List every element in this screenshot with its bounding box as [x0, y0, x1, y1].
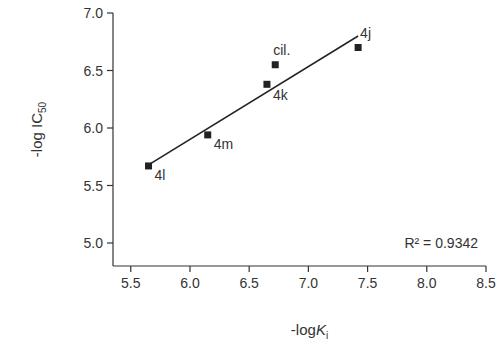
y-tick-label: 6.5	[84, 63, 104, 79]
x-tick	[189, 266, 190, 272]
x-tick	[308, 266, 309, 272]
x-axis-label: -logKi	[291, 321, 328, 341]
x-axis	[113, 265, 486, 266]
annotation: R² = 0.9342	[404, 235, 478, 251]
point-label: 4k	[273, 87, 289, 103]
y-axis	[112, 13, 113, 266]
x-tick-label: 6.0	[180, 275, 200, 291]
point-labels: 4l 4m 4k cil. 4j	[155, 25, 371, 183]
y-tick-label: 5.0	[84, 235, 104, 251]
point-label: cil.	[273, 42, 290, 58]
y-tick	[107, 70, 113, 71]
y-tick	[107, 127, 113, 128]
label-part: -log IC	[28, 113, 45, 157]
label-sub: i	[326, 330, 328, 341]
plot-area	[145, 36, 362, 169]
x-tick	[130, 266, 131, 272]
y-tick	[107, 185, 113, 186]
label-sub: 50	[37, 101, 48, 113]
x-tick-label: 6.5	[239, 275, 259, 291]
y-tick	[107, 242, 113, 243]
x-tick-label: 5.5	[121, 275, 141, 291]
x-tick-label: 7.5	[358, 275, 378, 291]
x-tick	[426, 266, 427, 272]
label-part: -log	[291, 321, 316, 338]
point-label: 4j	[360, 25, 371, 41]
y-axis-label: -log IC50	[28, 101, 48, 157]
point-label: 4m	[214, 136, 233, 152]
y-tick-label: 6.0	[84, 120, 104, 136]
x-tick	[485, 266, 486, 272]
point	[272, 61, 279, 68]
y-tick-label: 5.5	[84, 178, 104, 194]
point-label: 4l	[155, 167, 166, 183]
chart: 5.5 6.0 6.5 7.0 7.5 8.0 8.5 5.0 5.5 6.0 6.5 7.0 -log…	[0, 0, 500, 353]
point	[355, 44, 362, 51]
point	[204, 131, 211, 138]
x-tick	[367, 266, 368, 272]
y-tick	[107, 12, 113, 13]
x-tick-label: 7.0	[299, 275, 319, 291]
x-tick-label: 8.5	[476, 275, 496, 291]
x-tick	[249, 266, 250, 272]
x-tick-label: 8.0	[417, 275, 437, 291]
y-tick-label: 7.0	[84, 5, 104, 21]
point	[263, 81, 270, 88]
trend-line	[149, 36, 359, 165]
